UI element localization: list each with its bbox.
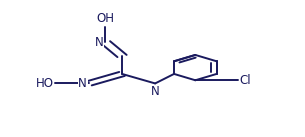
Text: N: N (78, 77, 87, 90)
Text: N: N (95, 36, 104, 49)
Text: OH: OH (96, 12, 114, 25)
Text: N: N (151, 85, 160, 98)
Text: HO: HO (35, 77, 53, 90)
Text: Cl: Cl (240, 74, 251, 87)
